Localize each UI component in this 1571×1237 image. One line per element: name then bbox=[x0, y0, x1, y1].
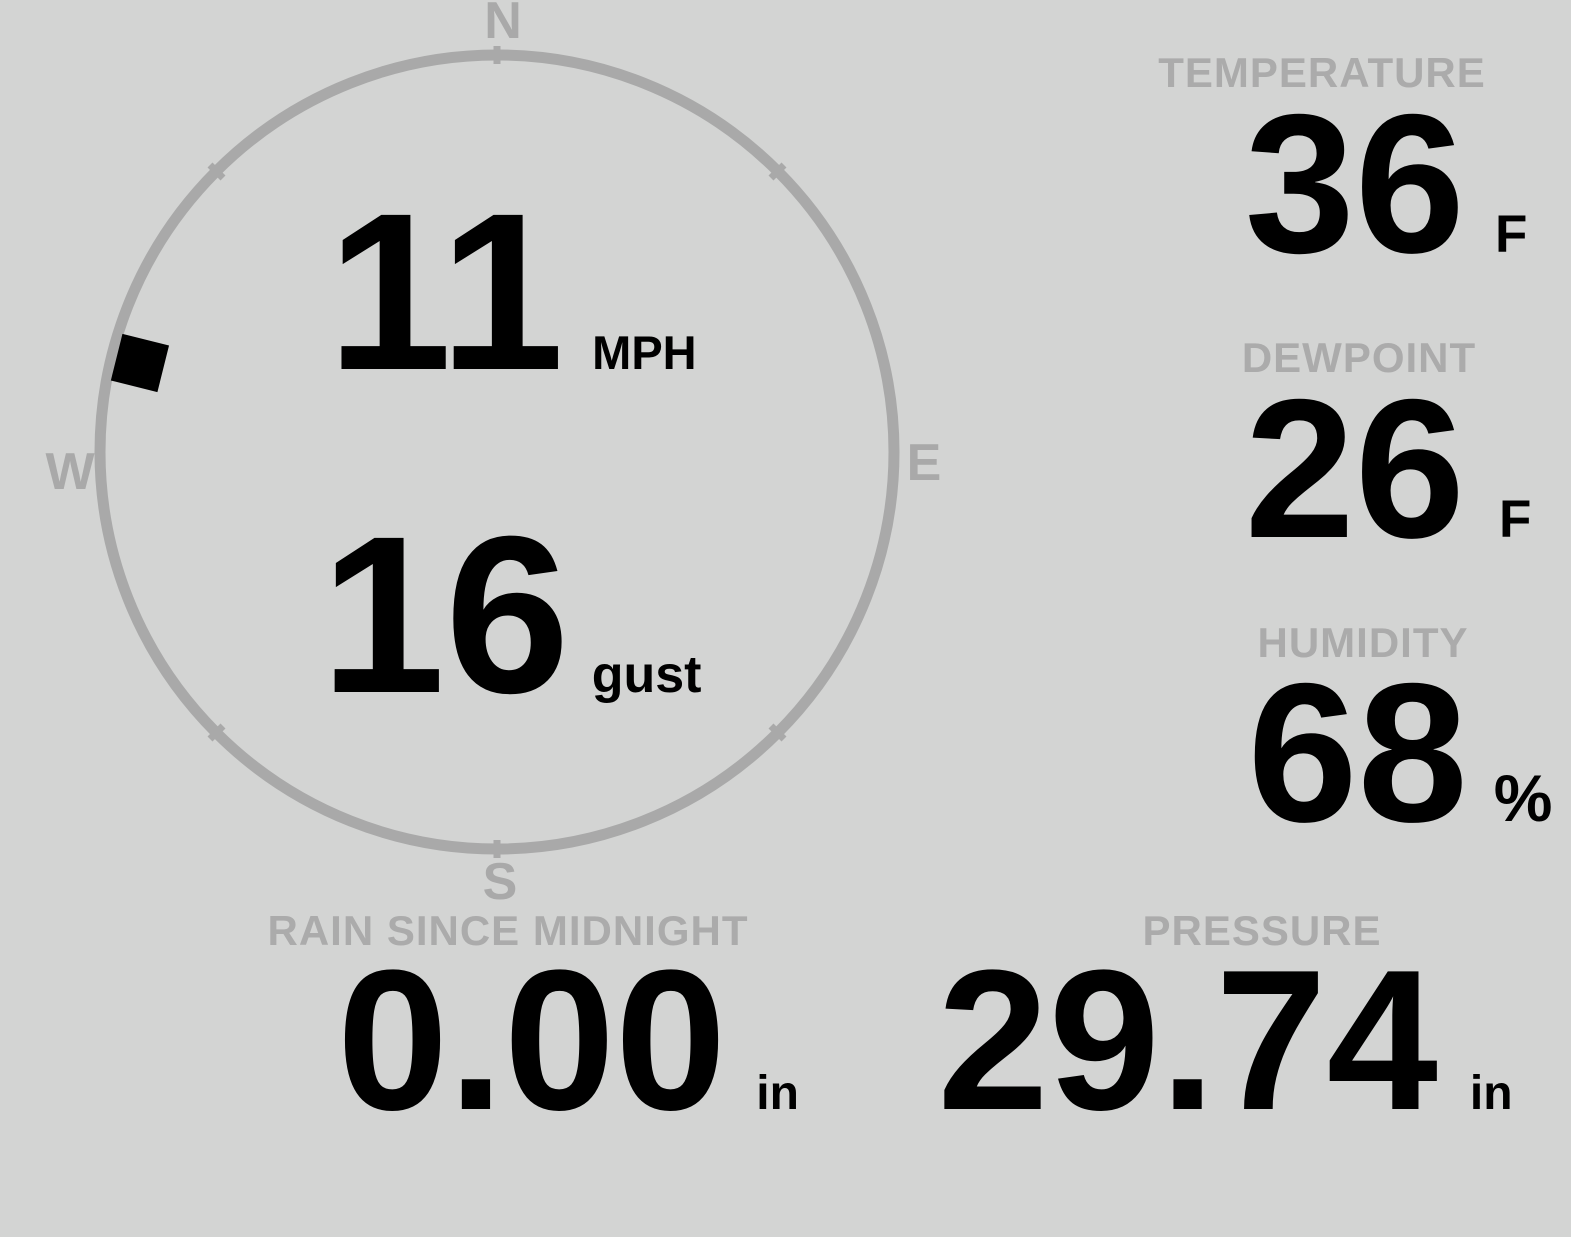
temperature-unit: F bbox=[1494, 205, 1528, 264]
dewpoint-readout: 26 F bbox=[1245, 370, 1532, 568]
compass-east-label: E bbox=[906, 434, 942, 492]
dewpoint-value: 26 bbox=[1244, 358, 1465, 579]
wind-gust-readout: 16 gust bbox=[321, 503, 702, 727]
compass-north-label: N bbox=[484, 0, 522, 50]
compass-south-label: S bbox=[482, 853, 518, 911]
wind-compass bbox=[94, 46, 900, 858]
compass-ticks bbox=[207, 46, 787, 858]
wind-direction-marker bbox=[110, 333, 170, 393]
humidity-readout: 68 % bbox=[1248, 654, 1553, 852]
temperature-readout: 36 F bbox=[1245, 85, 1528, 283]
dewpoint-unit: F bbox=[1498, 490, 1532, 549]
pressure-label: PRESSURE bbox=[1142, 907, 1382, 954]
wind-speed-unit: MPH bbox=[592, 326, 697, 379]
humidity-unit: % bbox=[1493, 761, 1553, 835]
pressure-unit: in bbox=[1469, 1067, 1513, 1120]
wind-speed-readout: 11 MPH bbox=[327, 180, 696, 404]
dewpoint-label: DEWPOINT bbox=[1241, 334, 1477, 381]
rain-value: 0.00 bbox=[337, 929, 727, 1152]
temperature-value: 36 bbox=[1244, 73, 1465, 294]
rain-label: RAIN SINCE MIDNIGHT bbox=[267, 907, 749, 954]
pressure-readout: 29.74 in bbox=[937, 941, 1512, 1141]
temperature-label: TEMPERATURE bbox=[1158, 49, 1486, 96]
rain-unit: in bbox=[756, 1067, 799, 1120]
rain-readout: 0.00 in bbox=[337, 941, 799, 1141]
compass-west-label: W bbox=[45, 443, 95, 501]
pressure-value: 29.74 bbox=[937, 929, 1438, 1152]
wind-speed-value: 11 bbox=[327, 167, 565, 417]
humidity-label: HUMIDITY bbox=[1257, 619, 1469, 666]
humidity-value: 68 bbox=[1247, 642, 1468, 863]
wind-gust-value: 16 bbox=[320, 490, 570, 740]
wind-gust-unit: gust bbox=[591, 646, 702, 704]
